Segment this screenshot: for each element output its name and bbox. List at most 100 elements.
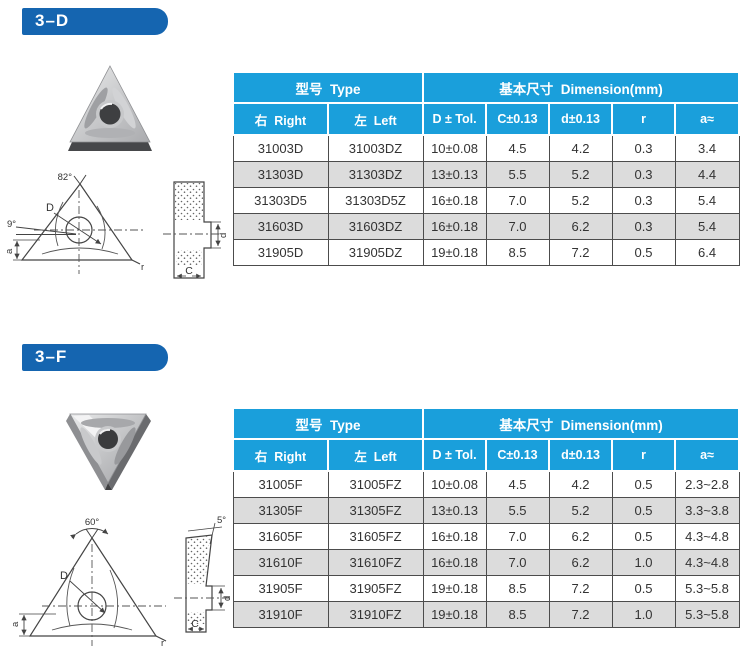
- table-cell: 31905FZ: [327, 575, 424, 602]
- table-cell: 31905D: [232, 239, 329, 266]
- table-group-header-row: 型号 Type 基本尺寸 Dimension(mm): [231, 71, 741, 104]
- technical-drawing-3f: 60° 5° D a r d C: [10, 515, 232, 649]
- table-cell: 4.2: [548, 134, 613, 162]
- col-header-C: C±0.13: [485, 438, 551, 472]
- table-cell: 5.3~5.8: [674, 601, 740, 628]
- table-cell: 16±0.18: [422, 549, 487, 576]
- table-row: 31605F 31605FZ 16±0.18 7.0 6.2 0.5 4.3~4.8: [232, 523, 740, 550]
- table-cell: 31605F: [232, 523, 329, 550]
- table-cell: 31905F: [232, 575, 329, 602]
- drawing-label-side-angle: 9°: [7, 219, 16, 230]
- table-cell: 5.5: [485, 161, 550, 188]
- table-cell: 31005F: [232, 470, 329, 498]
- drawing-label-D: D: [60, 570, 68, 582]
- table-cell: 10±0.08: [422, 134, 487, 162]
- drawing-label-D: D: [46, 202, 54, 214]
- table-row: 31905F 31905FZ 19±0.18 8.5 7.2 0.5 5.3~5.8: [232, 575, 740, 602]
- table-cell: 13±0.13: [422, 161, 487, 188]
- col-header-r: r: [611, 102, 677, 136]
- table-cell: 7.2: [548, 239, 613, 266]
- col-header-C: C±0.13: [485, 102, 551, 136]
- table-cell: 0.5: [611, 523, 676, 550]
- table-row: 31005F 31005FZ 10±0.08 4.5 4.2 0.5 2.3~2.8: [232, 470, 740, 498]
- drawing-label-r: r: [161, 638, 164, 649]
- table-cell: 8.5: [485, 239, 550, 266]
- table-cell: 13±0.13: [422, 497, 487, 524]
- drawing-label-d: d: [218, 233, 228, 238]
- table-cell: 5.5: [485, 497, 550, 524]
- table-cell: 19±0.18: [422, 601, 487, 628]
- table-row: 31910F 31910FZ 19±0.18 8.5 7.2 1.0 5.3~5.8: [232, 601, 740, 628]
- table-row: 31603D 31603DZ 16±0.18 7.0 6.2 0.3 5.4: [232, 213, 740, 240]
- table-cell: 31003D: [232, 134, 329, 162]
- drawing-label-top-angle: 82°: [58, 172, 73, 183]
- table-cell: 7.0: [485, 187, 550, 214]
- table-cell: 7.0: [485, 549, 550, 576]
- insert-photo-3f: [66, 413, 151, 490]
- col-group-dimension: 基本尺寸 Dimension(mm): [422, 71, 741, 104]
- table-cell: 19±0.18: [422, 575, 487, 602]
- table-cell: 1.0: [611, 601, 676, 628]
- col-header-r: r: [611, 438, 677, 472]
- col-header-d: d±0.13: [548, 102, 614, 136]
- drawing-label-C: C: [191, 618, 199, 630]
- table-cell: 16±0.18: [422, 213, 487, 240]
- drawing-label-top-angle: 60°: [85, 517, 100, 528]
- table-cell: 19±0.18: [422, 239, 487, 266]
- table-cell: 0.5: [611, 470, 676, 498]
- table-cell: 3.4: [674, 134, 740, 162]
- drawing-label-a: a: [10, 621, 21, 627]
- table-cell: 0.5: [611, 497, 676, 524]
- table-cell: 16±0.18: [422, 187, 487, 214]
- col-header-a: a≈: [674, 102, 741, 136]
- drawing-label-side-angle: 5°: [217, 515, 226, 526]
- table-cell: 8.5: [485, 601, 550, 628]
- section-banner-3f: 3–F: [22, 344, 168, 371]
- table-cell: 6.2: [548, 213, 613, 240]
- table-cell: 31910FZ: [327, 601, 424, 628]
- table-cell: 4.3~4.8: [674, 549, 740, 576]
- col-group-type: 型号 Type: [231, 407, 425, 440]
- drawing-label-r: r: [141, 262, 144, 273]
- table-column-header-row: 右 Right 左 Left D ± Tol. C±0.13 d±0.13 r …: [232, 102, 741, 136]
- table-cell: 31303DZ: [327, 161, 424, 188]
- table-row: 31303D5 31303D5Z 16±0.18 7.0 5.2 0.3 5.4: [232, 187, 740, 214]
- table-cell: 7.2: [548, 575, 613, 602]
- table-cell: 4.4: [674, 161, 740, 188]
- table-cell: 6.2: [548, 549, 613, 576]
- table-column-header-row: 右 Right 左 Left D ± Tol. C±0.13 d±0.13 r …: [232, 438, 741, 472]
- table-row: 31303D 31303DZ 13±0.13 5.5 5.2 0.3 4.4: [232, 161, 740, 188]
- table-cell: 31610F: [232, 549, 329, 576]
- table-cell: 31305FZ: [327, 497, 424, 524]
- table-cell: 31303D5Z: [327, 187, 424, 214]
- col-header-right: 右 Right: [232, 438, 329, 472]
- insert-photo-3d: [68, 65, 152, 151]
- table-cell: 10±0.08: [422, 470, 487, 498]
- table-cell: 1.0: [611, 549, 676, 576]
- table-cell: 0.3: [611, 134, 676, 162]
- col-header-a: a≈: [674, 438, 741, 472]
- table-cell: 31305F: [232, 497, 329, 524]
- table-cell: 31005FZ: [327, 470, 424, 498]
- table-cell: 31605FZ: [327, 523, 424, 550]
- technical-drawing-3d: 82° 9° D a r d C: [6, 172, 228, 279]
- table-cell: 0.5: [611, 239, 676, 266]
- col-header-right: 右 Right: [232, 102, 329, 136]
- col-header-D: D ± Tol.: [422, 102, 488, 136]
- table-cell: 0.3: [611, 161, 676, 188]
- table-cell: 4.2: [548, 470, 613, 498]
- table-cell: 4.3~4.8: [674, 523, 740, 550]
- table-row: 31305F 31305FZ 13±0.13 5.5 5.2 0.5 3.3~3.8: [232, 497, 740, 524]
- table-row: 31905D 31905DZ 19±0.18 8.5 7.2 0.5 6.4: [232, 239, 740, 266]
- table-cell: 31003DZ: [327, 134, 424, 162]
- spec-table-3d: 型号 Type 基本尺寸 Dimension(mm) 右 Right 左 Lef…: [231, 71, 741, 266]
- table-cell: 0.5: [611, 575, 676, 602]
- table-cell: 31303D5: [232, 187, 329, 214]
- table-cell: 31910F: [232, 601, 329, 628]
- table-cell: 4.5: [485, 470, 550, 498]
- table-cell: 16±0.18: [422, 523, 487, 550]
- table-cell: 5.2: [548, 497, 613, 524]
- col-header-d: d±0.13: [548, 438, 614, 472]
- table-cell: 4.5: [485, 134, 550, 162]
